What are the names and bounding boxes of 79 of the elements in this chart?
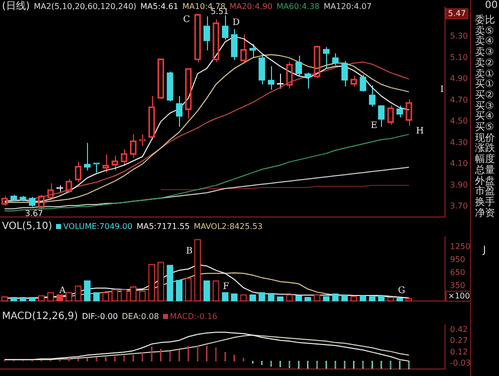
- bar: [203, 280, 210, 302]
- text: 买⑤: [475, 122, 494, 133]
- text: DEA:0.08: [122, 312, 159, 321]
- candlestick: [84, 142, 91, 171]
- y-tick-label: 4.90: [450, 74, 468, 84]
- y-tick-label: 0.12: [450, 347, 468, 356]
- annotation: F: [222, 282, 230, 292]
- bar: [84, 280, 91, 302]
- text: MA5:7171.55: [136, 222, 190, 231]
- text: 买①: [475, 79, 494, 90]
- annotation: B: [186, 246, 193, 257]
- bar: [166, 264, 174, 302]
- text: MA120:4.07: [324, 2, 372, 11]
- text: MA60:4.38: [276, 2, 320, 11]
- text: 外盘: [475, 176, 495, 186]
- y-tick-label: 3.70: [450, 202, 468, 211]
- text: 卖①: [475, 68, 494, 80]
- text: 卖③: [475, 47, 494, 58]
- text: 总量: [475, 164, 495, 176]
- y-tick-label: 4.30: [450, 138, 468, 147]
- text: I: [440, 85, 444, 96]
- text: H: [416, 126, 424, 136]
- text: 00: [485, 0, 498, 11]
- candlestick: [231, 28, 238, 60]
- text: 净资: [475, 208, 495, 219]
- text: MAVOL2:8425.53: [194, 222, 263, 231]
- legend-label: VOLUME:7049.00: [62, 222, 132, 231]
- text: MA20:4.90: [229, 2, 273, 11]
- candlestick: [176, 96, 183, 128]
- text: 卖②: [475, 58, 494, 69]
- y-tick-label: 3.90: [450, 180, 468, 190]
- candlestick: [222, 14, 228, 40]
- y-tick-label: 4.70: [450, 95, 468, 104]
- text: ×100: [448, 291, 470, 300]
- text: J: [483, 245, 486, 256]
- text: MA5:4.61: [140, 2, 178, 11]
- chart-title: (日线): [2, 1, 30, 12]
- candlestick: [203, 16, 210, 51]
- text: 卖⑤: [475, 26, 494, 37]
- text: 买④: [475, 111, 494, 122]
- annotation: G: [398, 286, 406, 296]
- candlestick: [378, 105, 385, 128]
- annotation: E: [370, 121, 378, 132]
- y-tick-label: 0.42: [450, 325, 468, 334]
- y-tick-label: 5.10: [450, 52, 468, 62]
- candlestick: [322, 46, 330, 69]
- text: 委比: [475, 15, 495, 26]
- text: 5.47: [448, 8, 466, 18]
- chart-title: MACD(12,26,9): [2, 311, 78, 322]
- bar: [176, 280, 183, 302]
- y-tick-label: 650: [450, 268, 466, 277]
- text: 换手: [475, 196, 495, 208]
- text: DIF:-0.00: [82, 312, 118, 321]
- y-tick-label: 950: [450, 254, 466, 264]
- annotation: 3.67: [25, 209, 43, 218]
- candlestick: [93, 162, 100, 174]
- annotation: D: [232, 18, 240, 28]
- y-tick-label: -0.03: [450, 358, 471, 368]
- annotation: A: [58, 286, 66, 296]
- bar: [10, 296, 18, 302]
- candlestick: [304, 72, 312, 90]
- text: 买③: [475, 100, 494, 112]
- text: 涨跌: [475, 143, 495, 154]
- text: 市盈: [475, 186, 495, 198]
- chart-subtitle: MA2(5,10,20,60,120,240): [34, 2, 136, 11]
- text: 买②: [475, 90, 494, 101]
- annotation: C: [183, 14, 190, 25]
- y-tick-label: 350: [450, 281, 466, 290]
- legend-label: MACD:-0.16: [168, 312, 218, 321]
- text: 幅度: [475, 154, 495, 166]
- text: 卖④: [475, 36, 494, 48]
- candlestick: [341, 60, 348, 87]
- y-tick-label: 0.27: [450, 336, 468, 346]
- chart-title: VOL(5,10): [2, 221, 52, 232]
- y-tick-label: 5.30: [450, 32, 468, 41]
- text: 现价: [475, 132, 495, 144]
- y-tick-label: 4.50: [450, 116, 468, 126]
- y-tick-label: 4.10: [450, 159, 468, 168]
- y-tick-label: 1250: [450, 242, 470, 251]
